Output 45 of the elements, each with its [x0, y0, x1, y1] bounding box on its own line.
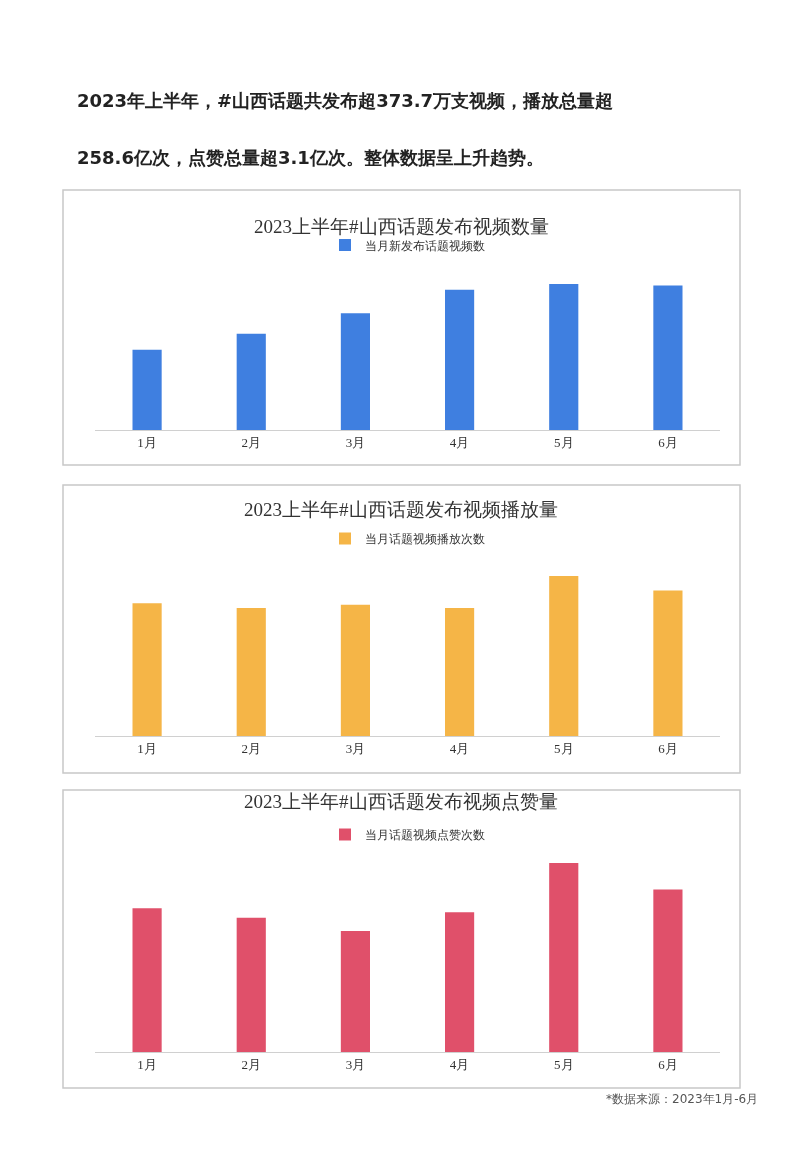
x-tick-label: 6月: [658, 740, 678, 756]
x-tick-label: 1月: [137, 740, 157, 756]
x-tick-label: 2月: [241, 434, 261, 450]
x-tick-label: 3月: [345, 434, 366, 450]
chart-title: 2023上半年#山西话题发布视频播放量: [244, 499, 558, 520]
legend-label: 当月话题视频点赞次数: [365, 828, 485, 843]
chart-title: 2023上半年#山西话题发布视频点赞量: [244, 791, 558, 812]
bar: [132, 349, 162, 430]
bar: [236, 333, 266, 430]
bar: [445, 289, 475, 430]
text: 258.6亿次，点赞总量超3.1亿次。整体数据呈上升趋势。: [77, 147, 544, 168]
bar: [132, 603, 162, 736]
text: *数据来源：2023年1月-6月: [606, 1092, 759, 1106]
x-tick-label: 1月: [137, 1056, 157, 1072]
legend-label: 当月话题视频播放次数: [365, 532, 485, 547]
bar: [236, 608, 266, 736]
bar: [549, 576, 579, 736]
legend-label: 当月新发布话题视频数: [365, 238, 485, 253]
bar: [340, 931, 370, 1052]
chart-title: 2023上半年#山西话题发布视频数量: [254, 216, 549, 237]
bar: [549, 284, 579, 430]
x-tick-label: 2月: [241, 740, 261, 756]
x-tick-label: 5月: [554, 1056, 574, 1072]
bar: [236, 917, 266, 1052]
x-tick-label: 3月: [345, 1056, 366, 1072]
x-tick-label: 2月: [241, 1056, 261, 1072]
bar: [653, 590, 683, 736]
text: 2023年上半年，#山西话题共发布超373.7万支视频，播放总量超: [77, 90, 614, 111]
bar: [653, 285, 683, 430]
bar: [132, 908, 162, 1052]
bar: [445, 608, 475, 736]
x-tick-label: 4月: [449, 1056, 470, 1072]
x-tick-label: 3月: [345, 740, 366, 756]
bar: [653, 889, 683, 1052]
x-tick-label: 6月: [658, 1056, 678, 1072]
bar: [549, 863, 579, 1052]
bar: [340, 604, 370, 736]
x-tick-label: 5月: [554, 740, 574, 756]
x-tick-label: 1月: [137, 434, 157, 450]
x-tick-label: 6月: [658, 434, 678, 450]
x-tick-label: 5月: [554, 434, 574, 450]
x-tick-label: 4月: [449, 434, 470, 450]
bar: [340, 313, 370, 430]
bar: [445, 912, 475, 1052]
x-tick-label: 4月: [449, 740, 470, 756]
